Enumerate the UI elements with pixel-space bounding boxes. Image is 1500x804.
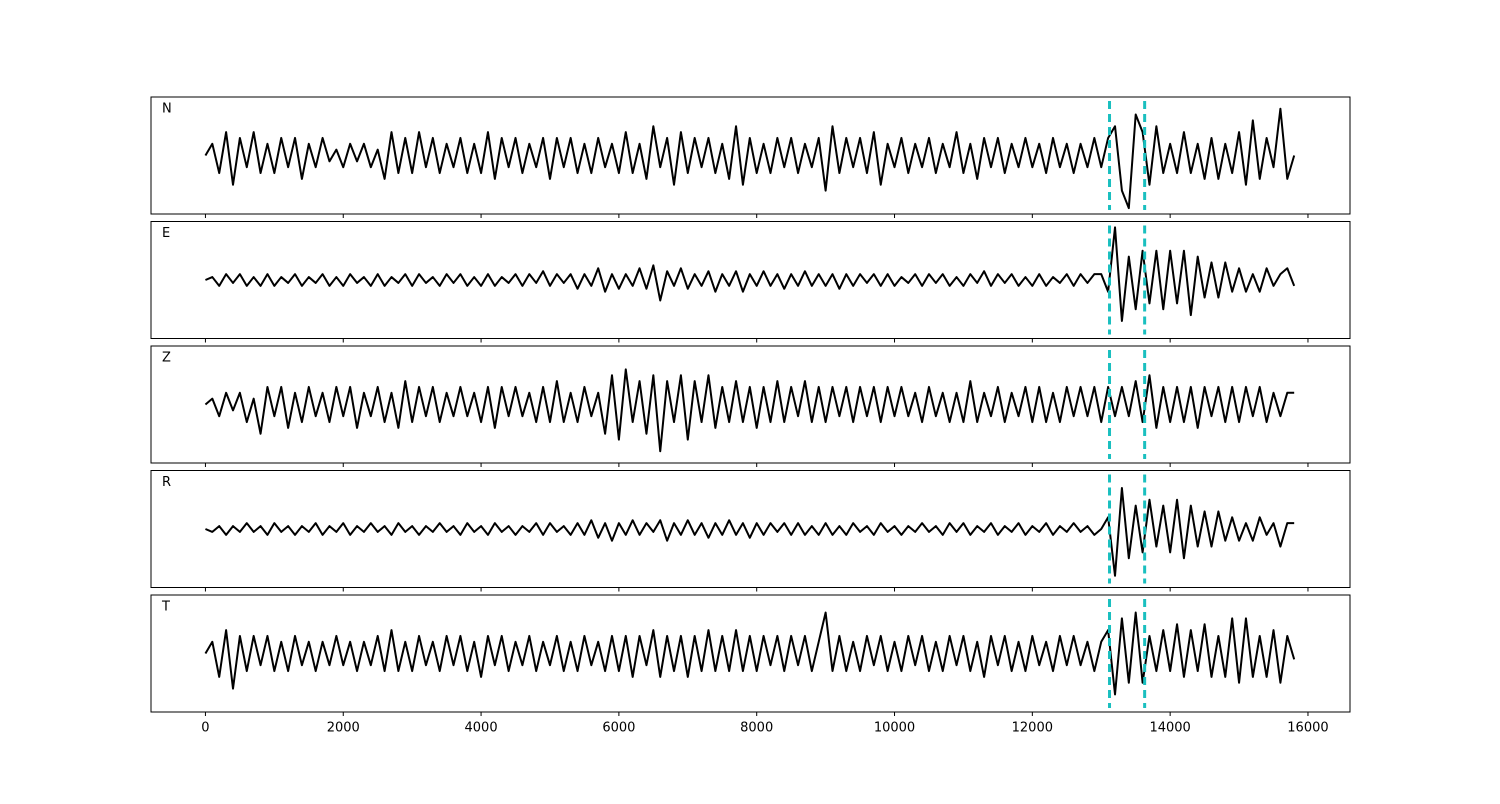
panel-label: R [162,475,171,490]
x-tick-label: 16000 [1287,721,1328,736]
trace [204,368,1295,453]
trace [204,611,1296,696]
x-tick-label: 6000 [602,721,635,736]
x-tick-label: 10000 [874,721,915,736]
panel-label: Z [162,351,171,366]
x-tick-label: 0 [201,721,209,736]
panel-label: N [162,102,172,117]
trace [205,487,1295,577]
panel-frame [150,470,1351,588]
x-tick-label: 14000 [1149,721,1190,736]
panel-frame [150,594,1351,713]
panel-frame [150,96,1351,215]
panel-frame [150,221,1351,339]
x-tick-label: 2000 [327,721,360,736]
trace [204,107,1296,210]
panel-label: E [162,226,170,241]
trace [205,226,1296,322]
panel-label: T [161,600,170,615]
x-tick-label: 12000 [1012,721,1053,736]
x-tick-label: 4000 [465,721,498,736]
panel-frame [150,345,1351,464]
x-tick-label: 8000 [740,721,773,736]
